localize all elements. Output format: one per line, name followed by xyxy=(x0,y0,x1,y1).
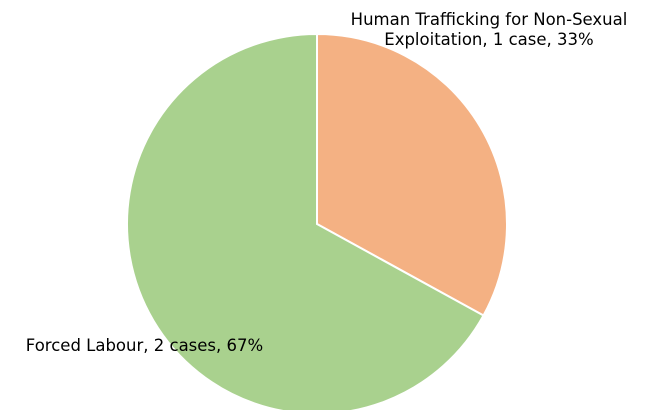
pie-slice xyxy=(126,32,485,410)
data-label: Human Trafficking for Non-Sexual Exploit… xyxy=(350,10,628,49)
data-label: Forced Labour, 2 cases, 67% xyxy=(25,336,264,355)
pie-slice xyxy=(316,32,508,317)
